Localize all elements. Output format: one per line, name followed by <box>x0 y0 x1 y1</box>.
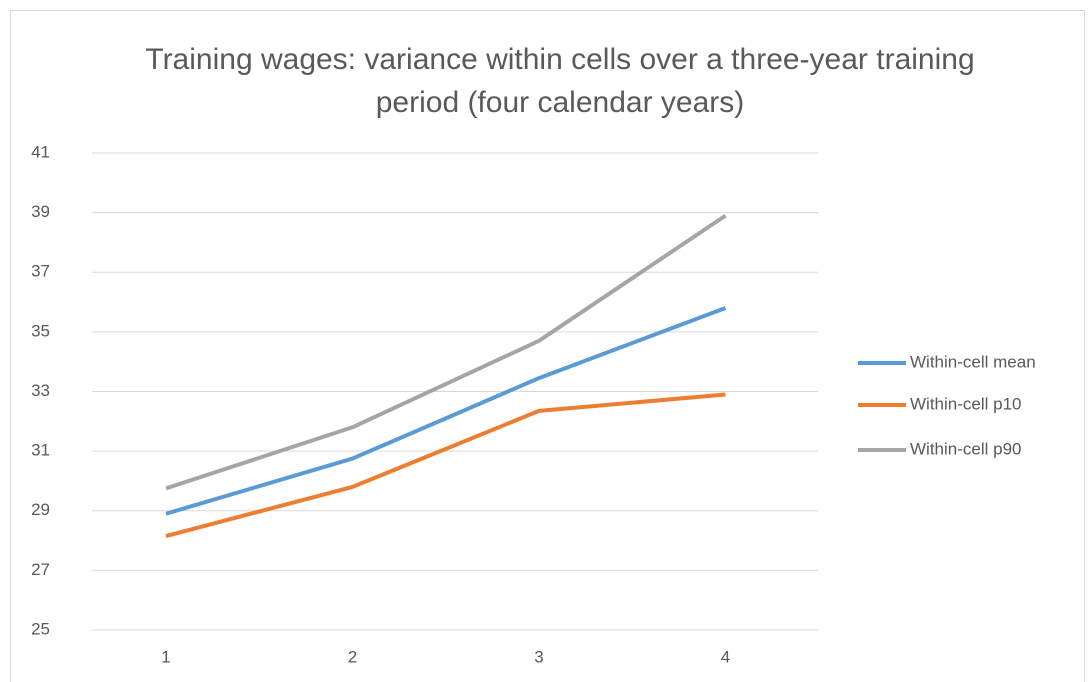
legend-label: Within-cell mean <box>910 352 1036 371</box>
chart-title: Training wages: variance within cells ov… <box>145 43 975 119</box>
series-line <box>165 213 727 491</box>
legend-label: Within-cell p10 <box>910 394 1022 413</box>
y-tick-label: 35 <box>31 321 50 340</box>
x-tick-label: 4 <box>721 647 730 666</box>
x-tick-label: 1 <box>161 647 170 666</box>
y-tick-label: 33 <box>31 381 50 400</box>
y-tick-label: 37 <box>31 262 50 281</box>
y-tick-label: 25 <box>31 619 50 638</box>
y-tick-label: 27 <box>31 560 50 579</box>
y-tick-label: 29 <box>31 500 50 519</box>
series-line <box>165 306 727 516</box>
x-tick-label: 3 <box>534 647 543 666</box>
chart-frame <box>10 10 1085 682</box>
legend-label: Within-cell p90 <box>910 439 1022 458</box>
y-tick-label: 39 <box>31 202 50 221</box>
series-line <box>165 392 726 539</box>
y-tick-label: 41 <box>31 142 50 161</box>
x-tick-label: 2 <box>348 647 357 666</box>
y-tick-label: 31 <box>31 441 50 460</box>
